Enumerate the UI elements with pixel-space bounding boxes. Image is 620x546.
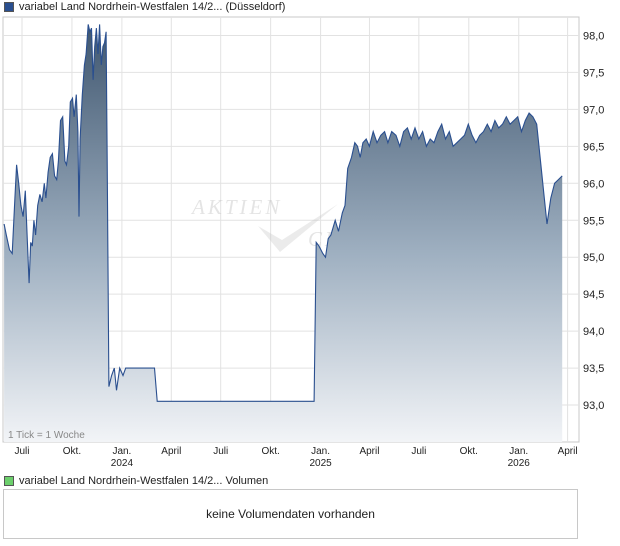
x-tick-label: Juli <box>411 446 426 457</box>
x-tick-label: Okt. <box>460 446 478 457</box>
x-tick-label: April <box>359 446 379 457</box>
price-legend-label: variabel Land Nordrhein-Westfalen 14/2..… <box>19 1 286 13</box>
volume-panel: keine Volumendaten vorhanden <box>3 489 578 539</box>
y-tick-label: 97,0 <box>583 104 604 116</box>
price-line <box>3 24 563 402</box>
price-legend: variabel Land Nordrhein-Westfalen 14/2..… <box>4 0 285 14</box>
x-tick-label: Jan. <box>311 446 330 457</box>
y-tick-label: 96,0 <box>583 178 604 190</box>
volume-legend: variabel Land Nordrhein-Westfalen 14/2..… <box>4 474 268 488</box>
x-tick-label: April <box>558 446 578 457</box>
y-tick-label: 98,0 <box>583 30 604 42</box>
y-tick-label: 94,5 <box>583 289 604 301</box>
y-tick-label: 97,5 <box>583 67 604 79</box>
x-tick-year-label: 2026 <box>508 458 531 469</box>
volume-legend-swatch <box>4 476 14 486</box>
x-tick-label: Juli <box>14 446 29 457</box>
x-tick-year-label: 2024 <box>111 458 134 469</box>
x-tick-label: April <box>161 446 181 457</box>
y-axis: 93,0 93,5 94,0 94,5 95,0 95,5 96,0 96,5 97,0 97,5… <box>583 30 604 412</box>
no-volume-message: keine Volumendaten vorhanden <box>206 507 375 521</box>
y-tick-label: 95,5 <box>583 215 604 227</box>
price-area-fill <box>4 24 563 443</box>
x-tick-label: Okt. <box>261 446 279 457</box>
x-tick-label: Jan. <box>509 446 528 457</box>
x-tick-label: Okt. <box>63 446 81 457</box>
y-tick-label: 93,5 <box>583 363 604 375</box>
x-tick-year-label: 2025 <box>309 458 332 469</box>
tick-note: 1 Tick = 1 Woche <box>8 430 85 441</box>
price-legend-swatch <box>4 2 14 12</box>
x-tick-label: Juli <box>213 446 228 457</box>
watermark-line1: AKTIEN <box>190 195 282 219</box>
x-tick-label: Jan. <box>112 446 131 457</box>
y-tick-label: 95,0 <box>583 252 604 264</box>
y-tick-label: 96,5 <box>583 141 604 153</box>
y-tick-label: 93,0 <box>583 400 604 412</box>
volume-legend-label: variabel Land Nordrhein-Westfalen 14/2..… <box>19 475 269 487</box>
y-tick-label: 94,0 <box>583 326 604 338</box>
watermark-check-mark <box>258 204 338 252</box>
price-chart: AKTIEN CHECK 93,093,594,094,595,095,596,… <box>2 16 604 469</box>
